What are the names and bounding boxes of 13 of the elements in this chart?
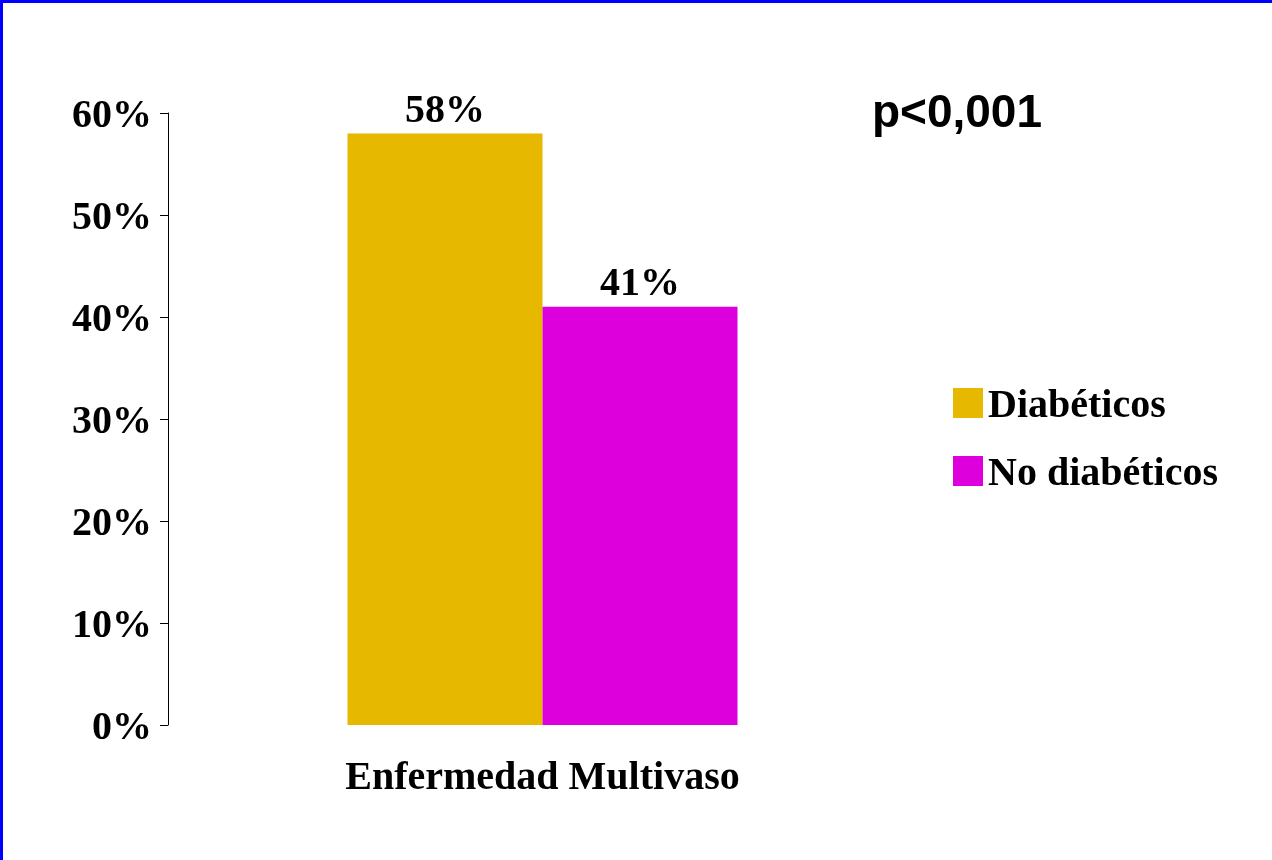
x-tick-label: Enfermedad Multivaso — [345, 752, 740, 798]
legend-label: Diabéticos — [988, 380, 1166, 426]
y-tick-label: 10% — [72, 600, 152, 646]
y-tick-label: 40% — [72, 294, 152, 340]
y-tick-label: 60% — [72, 90, 152, 136]
data-label: 58% — [405, 85, 485, 131]
data-label: 41% — [600, 259, 680, 305]
y-tick-label: 20% — [72, 498, 152, 544]
legend-label: No diabéticos — [988, 448, 1218, 494]
text: p<0,001 — [871, 85, 1042, 137]
y-tick-label: 30% — [72, 396, 152, 442]
y-tick-label: 0% — [92, 702, 152, 748]
y-tick-label: 50% — [72, 192, 152, 238]
